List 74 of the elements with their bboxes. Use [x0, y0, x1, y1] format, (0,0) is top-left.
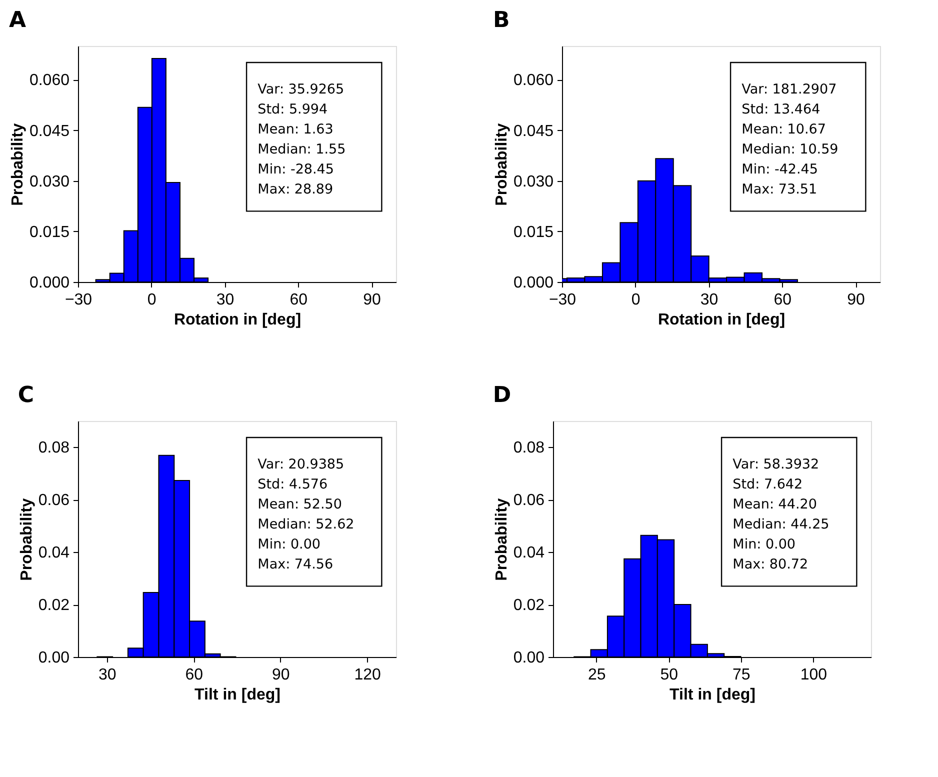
- x-axis-title: Tilt in [deg]: [670, 686, 756, 704]
- x-tick-label: 75: [732, 666, 750, 684]
- y-tick-label: 0.000: [29, 274, 70, 292]
- x-axis-title: Rotation in [deg]: [174, 312, 302, 328]
- x-tick-label: 30: [98, 666, 116, 684]
- annotation: Max: 28.89: [258, 182, 334, 198]
- y-tick-label: 0.00: [38, 650, 70, 666]
- x-tick-label: 90: [363, 292, 382, 308]
- x-tick-label: 30: [216, 292, 234, 308]
- annotation: Min: 0.00: [258, 536, 321, 553]
- y-axis-title: Probability: [9, 123, 26, 206]
- x-tick-label: −30: [64, 292, 92, 308]
- y-tick-label: 0.030: [29, 173, 70, 190]
- annotation: Max: 73.51: [742, 182, 818, 198]
- y-tick-label: 0.015: [29, 224, 70, 241]
- annotation: Mean: 10.67: [742, 122, 826, 138]
- y-tick-label: 0.02: [513, 597, 545, 614]
- annotation: Max: 80.72: [732, 556, 808, 573]
- y-tick-label: 0.06: [513, 492, 545, 510]
- x-axis-title: Rotation in [deg]: [658, 312, 786, 328]
- y-tick-label: 0.060: [29, 72, 70, 90]
- chart-title: C: [18, 383, 34, 408]
- annotation: Median: 10.59: [742, 142, 838, 158]
- x-tick-label: 60: [774, 292, 792, 308]
- y-tick-label: 0.08: [38, 440, 70, 457]
- annotation: Median: 44.25: [732, 516, 830, 533]
- y-tick-label: 0.060: [513, 72, 554, 90]
- y-tick-label: 0.02: [38, 597, 70, 614]
- annotation: Mean: 52.50: [258, 496, 342, 513]
- y-tick-label: 0.06: [38, 492, 70, 510]
- annotation: Std: 7.642: [732, 476, 803, 493]
- annotation: Std: 4.576: [258, 476, 328, 493]
- y-tick-label: 0.00: [513, 650, 545, 666]
- annotation: Max: 74.56: [258, 556, 334, 573]
- x-tick-label: 100: [800, 666, 828, 684]
- x-tick-label: 50: [660, 666, 678, 684]
- annotation: Std: 5.994: [258, 102, 328, 118]
- y-axis-title: Probability: [493, 498, 510, 581]
- annotation: Var: 181.2907: [742, 82, 837, 98]
- y-tick-label: 0.030: [513, 173, 554, 190]
- y-tick-label: 0.045: [29, 122, 70, 140]
- x-tick-label: −30: [548, 292, 576, 308]
- x-tick-label: 60: [185, 666, 204, 684]
- annotation: Mean: 44.20: [732, 496, 817, 513]
- x-tick-label: 90: [847, 292, 866, 308]
- chart-title: A: [8, 8, 26, 33]
- annotation: Median: 1.55: [258, 142, 346, 158]
- y-tick-label: 0.000: [513, 274, 554, 292]
- annotation: Mean: 1.63: [258, 122, 334, 138]
- x-tick-label: 0: [631, 292, 640, 308]
- chart-title: D: [492, 383, 512, 408]
- x-tick-label: 0: [147, 292, 156, 308]
- annotation: Min: -42.45: [742, 162, 818, 178]
- y-tick-label: 0.015: [513, 224, 554, 241]
- y-axis-title: Probability: [493, 123, 510, 206]
- y-tick-label: 0.04: [513, 544, 545, 562]
- y-tick-label: 0.08: [513, 440, 545, 457]
- y-axis-title: Probability: [18, 498, 36, 581]
- chart-title: B: [492, 8, 510, 33]
- annotation: Var: 58.3932: [732, 456, 820, 473]
- annotation: Min: -28.45: [258, 162, 334, 178]
- annotation: Var: 35.9265: [258, 82, 344, 98]
- x-tick-label: 60: [290, 292, 308, 308]
- x-tick-label: 30: [700, 292, 718, 308]
- annotation: Std: 13.464: [742, 102, 820, 118]
- annotation: Var: 20.9385: [258, 456, 344, 473]
- x-axis-title: Tilt in [deg]: [194, 686, 280, 704]
- y-tick-label: 0.04: [38, 544, 70, 562]
- annotation: Min: 0.00: [732, 536, 796, 553]
- annotation: Median: 52.62: [258, 516, 354, 533]
- x-tick-label: 25: [588, 666, 606, 684]
- y-tick-label: 0.045: [513, 122, 554, 140]
- x-tick-label: 120: [354, 666, 382, 684]
- x-tick-label: 90: [272, 666, 290, 684]
